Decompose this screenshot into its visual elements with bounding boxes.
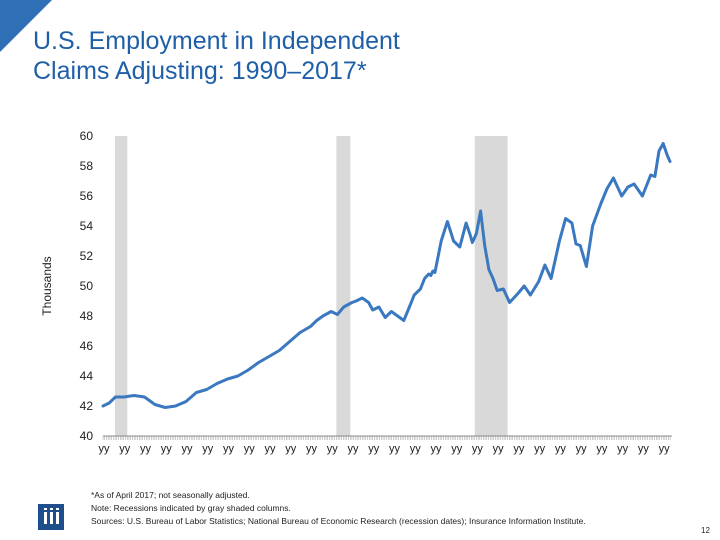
y-tick-label: 50 bbox=[80, 279, 94, 293]
footnote-line-1: *As of April 2017; not seasonally adjust… bbox=[91, 490, 250, 500]
y-tick-label: 56 bbox=[80, 189, 94, 203]
x-tick-label: yy bbox=[389, 443, 401, 455]
recession-band bbox=[336, 136, 351, 436]
x-tick-label: yy bbox=[327, 443, 339, 455]
recession-band bbox=[474, 136, 508, 436]
x-tick-label: yy bbox=[161, 443, 173, 455]
iii-logo-icon bbox=[38, 504, 64, 530]
x-tick-label: yy bbox=[534, 443, 546, 455]
x-tick-label: yy bbox=[430, 443, 442, 455]
page-number: 12 bbox=[701, 526, 710, 535]
slide-title: U.S. Employment in Independent Claims Ad… bbox=[33, 26, 400, 86]
y-tick-label: 48 bbox=[80, 309, 94, 323]
y-tick-label: 52 bbox=[80, 249, 94, 263]
y-tick-label: 46 bbox=[80, 339, 94, 353]
y-axis-label: Thousands bbox=[40, 256, 54, 315]
x-tick-label: yy bbox=[306, 443, 318, 455]
y-tick-label: 40 bbox=[80, 429, 94, 443]
x-tick-label: yy bbox=[410, 443, 422, 455]
x-tick-label: yy bbox=[493, 443, 505, 455]
x-tick-label: yy bbox=[347, 443, 359, 455]
title-line-1: U.S. Employment in Independent bbox=[33, 27, 400, 55]
recession-bands bbox=[115, 136, 508, 436]
x-tick-label: yy bbox=[140, 443, 152, 455]
y-tick-label: 42 bbox=[80, 399, 94, 413]
x-tick-label: yy bbox=[596, 443, 608, 455]
x-tick-label: yy bbox=[181, 443, 193, 455]
x-tick-label: yy bbox=[513, 443, 525, 455]
x-tick-label: yy bbox=[472, 443, 484, 455]
footnote-line-2: Note: Recessions indicated by gray shade… bbox=[91, 503, 291, 513]
x-tick-label: yy bbox=[99, 443, 111, 455]
x-tick-label: yy bbox=[119, 443, 131, 455]
y-tick-label: 54 bbox=[80, 219, 94, 233]
y-tick-label: 44 bbox=[80, 369, 94, 383]
footnote-line-3: Sources: U.S. Bureau of Labor Statistics… bbox=[91, 516, 586, 526]
x-tick-label: yy bbox=[202, 443, 214, 455]
y-tick-label: 58 bbox=[80, 159, 94, 173]
x-tick-label: yy bbox=[451, 443, 463, 455]
footnote: *As of April 2017; not seasonally adjust… bbox=[91, 489, 586, 528]
x-tick-labels: yy yy yy yy yy yy yy yy yy yy yy yy yy yy yy yy yy yy yy yy… bbox=[99, 443, 671, 455]
recession-band bbox=[115, 136, 128, 436]
title-line-2: Claims Adjusting: 1990–2017* bbox=[33, 57, 367, 85]
x-tick-label: yy bbox=[638, 443, 650, 455]
series-line bbox=[101, 142, 672, 409]
y-tick-labels: 40 42 44 46 48 50 52 54 56 58 60 bbox=[80, 129, 94, 443]
x-tick-label: yy bbox=[223, 443, 235, 455]
x-tick-label: yy bbox=[659, 443, 671, 455]
x-tick-label: yy bbox=[617, 443, 629, 455]
x-tick-label: yy bbox=[576, 443, 588, 455]
x-tick-label: yy bbox=[285, 443, 297, 455]
x-tick-label: yy bbox=[244, 443, 256, 455]
x-tick-label: yy bbox=[264, 443, 276, 455]
y-tick-label: 60 bbox=[80, 129, 94, 143]
x-tick-label: yy bbox=[368, 443, 380, 455]
x-tick-marks bbox=[102, 436, 671, 440]
corner-accent bbox=[0, 0, 52, 52]
x-tick-label: yy bbox=[555, 443, 567, 455]
